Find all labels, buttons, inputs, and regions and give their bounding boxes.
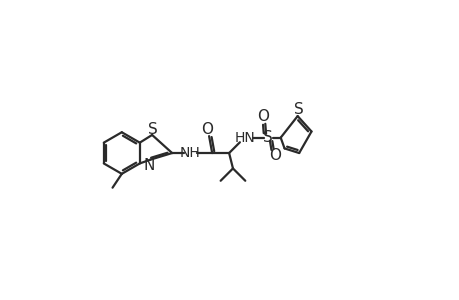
Text: S: S: [262, 130, 272, 145]
Text: S: S: [148, 122, 157, 137]
Text: HN: HN: [234, 130, 254, 145]
Text: S: S: [293, 102, 302, 117]
Text: N: N: [143, 158, 154, 173]
Text: O: O: [201, 122, 213, 137]
Text: O: O: [257, 109, 269, 124]
Text: O: O: [269, 148, 281, 163]
Text: NH: NH: [179, 146, 200, 160]
